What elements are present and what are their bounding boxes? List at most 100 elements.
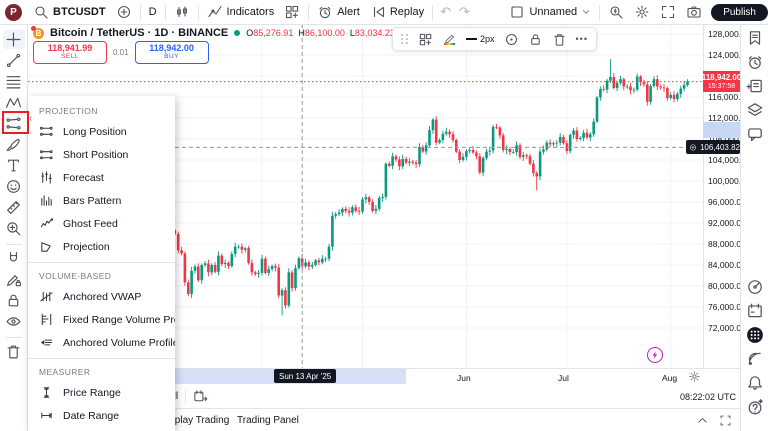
ideas-button[interactable]: [744, 277, 766, 296]
chevron-down-icon: [581, 7, 591, 17]
menu-item-bars-pattern[interactable]: Bars Pattern: [28, 189, 175, 212]
lock-icon[interactable]: [528, 32, 543, 47]
menu-item-projection[interactable]: Projection: [28, 235, 175, 258]
more-options-button[interactable]: •••: [575, 34, 588, 44]
line-width-button[interactable]: 2px: [466, 34, 495, 44]
templates-grid-icon: [284, 4, 300, 20]
projection-tool-button[interactable]: [3, 114, 25, 133]
collapse-pane-icon[interactable]: [696, 414, 709, 427]
menu-item-anchored-vwap[interactable]: Anchored VWAP: [28, 285, 175, 308]
text-tool-button[interactable]: [3, 156, 25, 175]
indicator-templates-button[interactable]: [279, 1, 305, 23]
style-settings-icon[interactable]: [504, 32, 519, 47]
lock-all-drawings-button[interactable]: [3, 291, 25, 310]
menu-item-anchored-volume-profile[interactable]: Anchored Volume Profile: [28, 331, 175, 354]
chart-settings-button[interactable]: [629, 1, 655, 23]
emoji-tool-button[interactable]: [3, 177, 25, 196]
menu-item-ghost-feed[interactable]: Ghost Feed: [28, 212, 175, 235]
apps-grid-button[interactable]: [744, 325, 766, 344]
color-picker-button[interactable]: [442, 33, 457, 45]
watchlist-button[interactable]: [744, 28, 766, 47]
redo-button[interactable]: ↷: [459, 4, 470, 19]
chat-button[interactable]: [744, 124, 766, 143]
trash-icon: [5, 343, 22, 360]
trend-line-tool-button[interactable]: [3, 51, 25, 70]
quick-trade-lightning-button[interactable]: [647, 347, 663, 363]
price-tick: 76,000.00: [708, 302, 746, 312]
help-button[interactable]: [744, 397, 766, 416]
menu-item-forecast[interactable]: Forecast: [28, 166, 175, 189]
template-grid-icon[interactable]: [418, 32, 433, 47]
undo-button[interactable]: ↶: [440, 4, 451, 19]
notifications-button[interactable]: [744, 373, 766, 392]
broadcast-button[interactable]: [744, 349, 766, 368]
menu-collapse-arrow[interactable]: ‹: [29, 113, 33, 124]
axis-settings-gear-icon[interactable]: [688, 370, 701, 383]
compare-button[interactable]: [111, 1, 137, 23]
zoom-in-tool-button[interactable]: [3, 219, 25, 238]
crosshair-price-label[interactable]: 106,403.82: [686, 140, 740, 154]
publish-button[interactable]: Publish: [711, 3, 768, 21]
maximize-pane-icon[interactable]: [719, 414, 732, 427]
price-tick: 88,000.00: [708, 239, 746, 249]
remove-drawings-button[interactable]: [3, 342, 25, 361]
snapshot-button[interactable]: [681, 1, 707, 23]
pattern-tool-button[interactable]: [3, 93, 25, 112]
menu-item-date-and-price-range[interactable]: Date and Price Range: [28, 427, 175, 431]
trash-icon[interactable]: [552, 32, 567, 47]
divider: [5, 337, 22, 338]
drag-handle[interactable]: [401, 34, 409, 44]
price-tick: 116,000.00: [708, 92, 750, 102]
calendar-button[interactable]: [744, 301, 766, 320]
fullscreen-button[interactable]: [655, 1, 681, 23]
quick-search-icon: [608, 4, 624, 20]
menu-item-long-position[interactable]: Long Position: [28, 120, 175, 143]
fullscreen-icon: [660, 4, 676, 20]
alerts-button[interactable]: [744, 52, 766, 71]
sell-label: SELL: [61, 53, 79, 61]
menu-item-fixed-range-volume-profile[interactable]: Fixed Range Volume Profile: [28, 308, 175, 331]
hide-drawings-button[interactable]: [3, 312, 25, 331]
measure-tool-button[interactable]: [3, 198, 25, 217]
floating-drawing-toolbar: 2px •••: [392, 27, 597, 51]
price-range-icon: [39, 385, 54, 400]
price-tick: 92,000.00: [708, 218, 746, 228]
drawing-tools-menu: PROJECTION Long Position Short Position …: [28, 96, 175, 431]
symbol-search-button[interactable]: BTCUSDT: [28, 1, 111, 23]
buy-button[interactable]: 118,942.00 BUY: [134, 41, 209, 64]
crosshair-tool-button[interactable]: [2, 30, 25, 49]
tab-replay-trading[interactable]: Replay Trading: [162, 415, 230, 426]
forecast-icon: [39, 170, 54, 185]
replay-button[interactable]: Replay: [365, 1, 429, 23]
sell-button[interactable]: 118,941.99 SELL: [33, 41, 107, 64]
drawing-mode-lock-button[interactable]: [3, 270, 25, 289]
menu-item-date-range[interactable]: Date Range: [28, 404, 175, 427]
bitcoin-logo: B: [31, 25, 44, 39]
news-journal-button[interactable]: [744, 76, 766, 95]
add-alert-plus-icon[interactable]: [689, 143, 697, 152]
magnet-icon: [5, 250, 22, 267]
chart-legend[interactable]: B Bitcoin / TetherUS · 1D · BINANCE O85,…: [31, 25, 467, 39]
quick-search-button[interactable]: [603, 1, 629, 23]
tab-trading-panel[interactable]: Trading Panel: [237, 415, 299, 426]
price-tick: 112,000.00: [708, 113, 750, 123]
menu-item-price-range[interactable]: Price Range: [28, 381, 175, 404]
interval-button[interactable]: D: [148, 6, 157, 18]
save-layout-button[interactable]: Unnamed: [504, 1, 596, 23]
magnet-mode-button[interactable]: [3, 249, 25, 268]
user-avatar[interactable]: P: [5, 3, 22, 21]
object-tree-button[interactable]: [744, 100, 766, 119]
ghost-feed-icon: [39, 216, 54, 231]
price-tick: 124,000.00: [708, 50, 751, 60]
chart-type-button[interactable]: [169, 1, 195, 23]
go-to-date-icon[interactable]: [193, 389, 208, 404]
fib-tool-button[interactable]: [3, 72, 25, 91]
right-sidebar: [740, 24, 768, 431]
price-tick: 72,000.00: [708, 323, 746, 333]
alert-button[interactable]: Alert: [312, 1, 365, 23]
menu-item-short-position[interactable]: Short Position: [28, 143, 175, 166]
crosshair-date-label: Sun 13 Apr '25: [274, 369, 337, 383]
indicators-button[interactable]: Indicators: [202, 1, 280, 23]
timezone-clock[interactable]: 08:22:02 UTC: [679, 391, 736, 402]
brush-tool-button[interactable]: [3, 135, 25, 154]
